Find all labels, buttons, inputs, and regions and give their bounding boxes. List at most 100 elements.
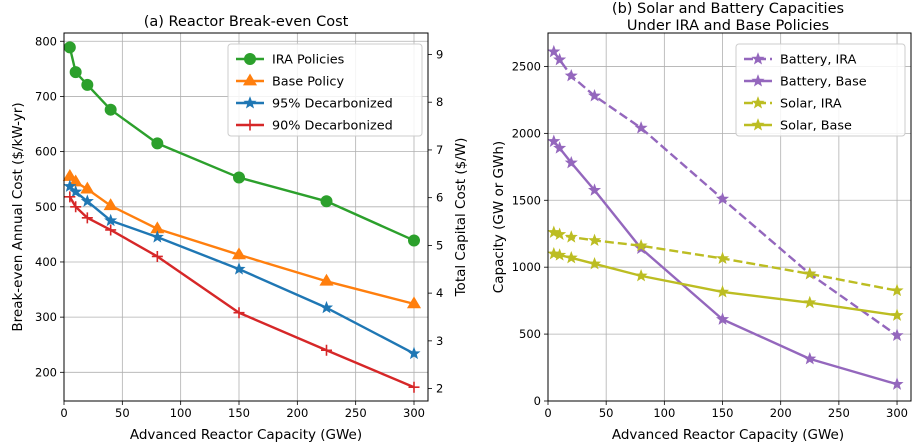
panel-a-y2-tick-label: 9 (436, 47, 443, 61)
panel-a-point-95-decarbonized (232, 262, 246, 275)
panel-a-plot-frame (63, 32, 429, 402)
panel-b-series-solar-ira (547, 225, 904, 297)
panel-a-y2-tick-label: 3 (436, 334, 443, 348)
panel-a-x-axis-label: Advanced Reactor Capacity (GWe) (130, 427, 362, 443)
panel-a-break-even-cost: 0 50 100 150 200 250 300 200 300 400 500 600 700 800… (10, 14, 469, 443)
panel-a-point-95-decarbonized (80, 194, 94, 207)
panel-a-gridlines (63, 33, 428, 401)
panel-b-point-solar-ira (553, 227, 567, 240)
panel-b-point-battery-base (564, 155, 578, 169)
panel-b-legend-box (735, 43, 906, 137)
panel-b-y-tick-label: 2000 (512, 126, 541, 140)
panel-b-point-battery-ira (634, 121, 648, 134)
panel-a-point-95-decarbonized (69, 185, 83, 198)
panel-b-point-solar-ira (564, 230, 578, 243)
panel-b-title-line-2: Under IRA and Base Policies (627, 18, 829, 34)
panel-b-legend-marker-solar-ira (751, 96, 765, 109)
panel-a-x-tick-label: 250 (345, 406, 367, 420)
panel-b-legend-marker-battery-base (751, 74, 765, 87)
panel-a-point-95-decarbonized (104, 213, 118, 227)
panel-a-y-tick-label: 400 (35, 255, 57, 269)
panel-a-y2-tick-label: 2 (436, 382, 443, 396)
panel-b-y-tick-label: 0 (534, 394, 541, 408)
panel-b-legend-marker-battery-ira (751, 52, 765, 65)
panel-b-y-tick-label: 500 (519, 327, 541, 341)
panel-a-x-tick-label: 100 (170, 406, 192, 420)
panel-b-x-ticks: 0 50 100 150 200 250 300 (544, 401, 908, 420)
panel-a-y2-tick-label: 4 (436, 286, 443, 300)
panel-b-legend-label-solar-ira: Solar, IRA (780, 97, 842, 112)
panel-a-legend-marker-ira-policies (244, 53, 256, 65)
panel-b-point-battery-base (890, 377, 904, 390)
panel-a-point-base-policy (80, 181, 95, 194)
panel-b-x-tick-label: 150 (712, 406, 734, 420)
panel-b-legend-marker-solar-base (751, 118, 765, 131)
panel-a-series-base-policy (62, 168, 422, 309)
panel-a-legend: IRA Policies Base Policy 95% Decarbonized 9… (227, 43, 423, 137)
panel-a-y2-tick-label: 5 (436, 238, 443, 252)
panel-b-point-battery-ira (890, 328, 904, 341)
panel-a-point-base-policy (231, 247, 247, 260)
panel-a-x-tick-label: 50 (115, 406, 130, 420)
panel-a-x-tick-label: 150 (228, 406, 250, 420)
panel-a-point-95-decarbonized (63, 179, 77, 192)
panel-b-solar-battery-capacities: 0 50 100 150 200 250 300 05001000150020002500 … (491, 1, 912, 443)
panel-a-y2-ticks: 2 3 4 5 6 7 8 9 (428, 47, 443, 396)
panel-b-point-solar-base (588, 256, 602, 270)
panel-a-legend-marker-90-decarbonized (244, 119, 256, 131)
panel-a-point-90-decarbonized (64, 191, 76, 203)
panel-b-x-tick-label: 50 (599, 406, 614, 420)
panel-a-series (62, 41, 422, 393)
panel-b-x-tick-label: 200 (770, 406, 792, 420)
panel-b-point-solar-base (634, 269, 648, 282)
panel-a-point-ira-policies (69, 66, 82, 79)
panel-b-y-ticks: 0 500 1000 1500 2000 2500 (512, 59, 548, 408)
panel-b-x-tick-label: 0 (544, 406, 551, 420)
panel-b-point-battery-ira (553, 52, 567, 66)
panel-a-point-ira-policies (233, 171, 245, 184)
panel-a-point-95-decarbonized (319, 300, 334, 314)
panel-b-point-solar-base (715, 285, 730, 298)
panel-a-y-ticks: 200 300 400 500 600 700 800 (35, 34, 64, 379)
panel-a-legend-marker-base-policy (242, 73, 258, 86)
panel-a-point-ira-policies (151, 137, 164, 150)
panel-a-y-tick-label: 600 (35, 145, 57, 159)
panel-a-series-line-90-decarbonized (68, 196, 415, 389)
panel-b-y-tick-label: 2500 (512, 59, 541, 73)
panel-a-legend-label-95-decarbonized: 95% Decarbonized (272, 97, 393, 112)
panel-b-point-solar-ira (803, 267, 817, 280)
panel-a-y-tick-label: 200 (35, 365, 57, 379)
panel-a-x-ticks: 0 50 100 150 200 250 300 (60, 401, 425, 420)
panel-a-point-ira-policies (104, 103, 117, 116)
panel-b-point-solar-ira (634, 238, 648, 252)
panel-a-point-base-policy (319, 273, 334, 286)
panel-b-y-tick-label: 1000 (512, 260, 541, 274)
panel-b-x-tick-label: 250 (828, 406, 850, 420)
panel-a-y2-axis-label: Total Capital Cost ($/W) (453, 138, 469, 298)
panel-a-y-tick-label: 500 (35, 200, 57, 214)
panel-a-legend-box (227, 43, 423, 137)
panel-a-point-90-decarbonized (233, 307, 245, 319)
panel-b-point-solar-ira (715, 251, 730, 265)
panel-b-y-axis-label: Capacity (GW or GWh) (491, 141, 507, 293)
panel-a-y2-tick-label: 8 (436, 95, 443, 109)
panel-b-point-solar-ira (547, 225, 561, 238)
panel-b-legend: Battery, IRA Battery, Base Solar, IRA Solar… (735, 43, 906, 137)
panel-b-point-battery-base (588, 183, 602, 196)
panel-a-point-base-policy (406, 296, 422, 309)
panel-a-y2-tick-label: 7 (436, 143, 443, 157)
panel-a-series-90-decarbonized (64, 191, 420, 393)
panel-b-point-battery-ira (547, 44, 561, 58)
panel-b-point-battery-base (553, 141, 567, 154)
panel-a-y-tick-label: 800 (35, 34, 57, 48)
panel-a-title: (a) Reactor Break-even Cost (144, 14, 349, 30)
panel-b-legend-label-battery-base: Battery, Base (780, 75, 867, 90)
panel-a-point-ira-policies (63, 41, 76, 54)
panel-b-point-battery-ira (715, 192, 730, 205)
panel-b-legend-label-battery-ira: Battery, IRA (780, 53, 857, 68)
panel-b-point-battery-ira (564, 68, 578, 82)
panel-a-legend-label-base-policy: Base Policy (272, 75, 344, 90)
panel-a-x-tick-label: 200 (286, 406, 308, 420)
panel-a-x-tick-label: 0 (60, 406, 67, 420)
